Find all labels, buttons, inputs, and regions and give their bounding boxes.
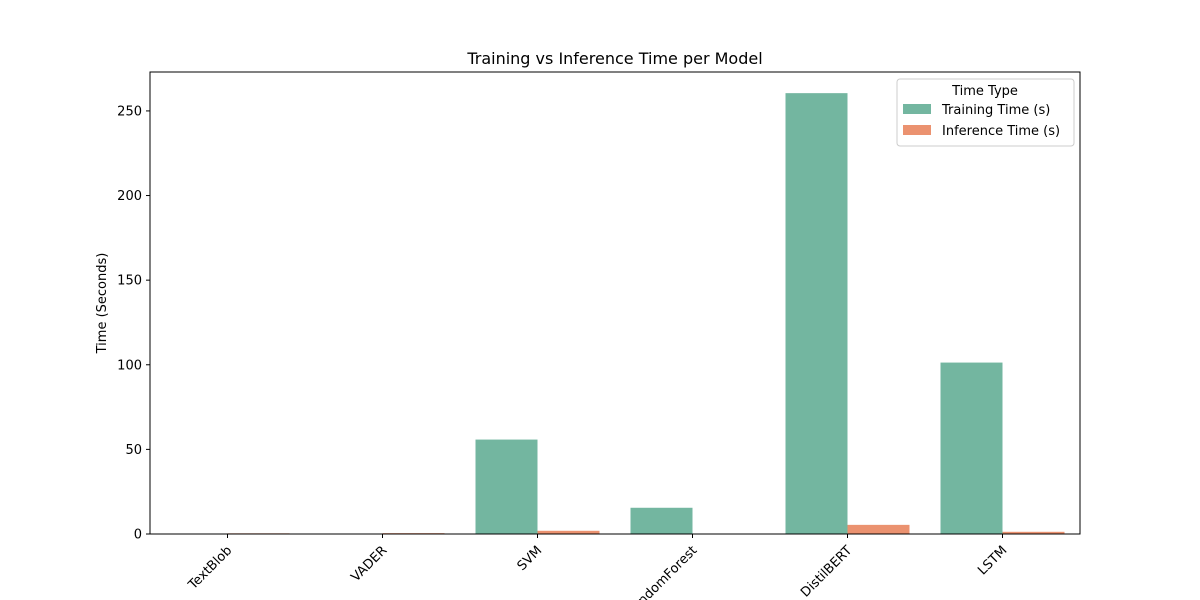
x-tick-label: TextBlob: [185, 543, 235, 593]
y-tick-label: 0: [134, 528, 142, 543]
plot-area: [227, 93, 1065, 535]
y-axis-title: Time (Seconds): [95, 253, 110, 355]
y-tick-label: 200: [117, 189, 142, 204]
bar-training-lstm: [940, 362, 1003, 534]
plot-frame: [149, 71, 1081, 535]
y-tick-label: 50: [125, 443, 142, 458]
bar-inference-lstm: [1002, 531, 1065, 534]
y-tick-label: 250: [117, 104, 142, 119]
bar-training-distilbert: [785, 93, 848, 535]
legend: Time Type Training Time (s) Inference Tim…: [896, 78, 1075, 147]
legend-label: Training Time (s): [941, 103, 1050, 118]
x-tick-label: LSTM: [975, 543, 1010, 578]
bar-training-svm: [475, 439, 538, 534]
bar-training-randomforest: [630, 507, 693, 534]
bar-inference-svm: [537, 530, 600, 534]
x-tick-label: RandomForest: [623, 543, 700, 600]
legend-label: Inference Time (s): [942, 124, 1060, 139]
x-tick-label: SVM: [515, 543, 546, 574]
legend-title: Time Type: [951, 84, 1018, 99]
x-axis: TextBlob VADER SVM RandomForest DistilBERT LS…: [185, 534, 1010, 600]
legend-box: [896, 78, 1075, 147]
legend-swatch: [903, 125, 931, 135]
legend-swatch: [903, 104, 931, 114]
chart-title: Training vs Inference Time per Model: [466, 49, 762, 68]
x-tick-label: DistilBERT: [798, 543, 855, 600]
y-axis: 0 50 100 150 200 250: [117, 104, 150, 543]
y-tick-label: 150: [117, 274, 142, 289]
x-tick-label: VADER: [348, 543, 390, 585]
y-tick-label: 100: [117, 358, 142, 373]
bar-inference-distilbert: [847, 524, 910, 534]
